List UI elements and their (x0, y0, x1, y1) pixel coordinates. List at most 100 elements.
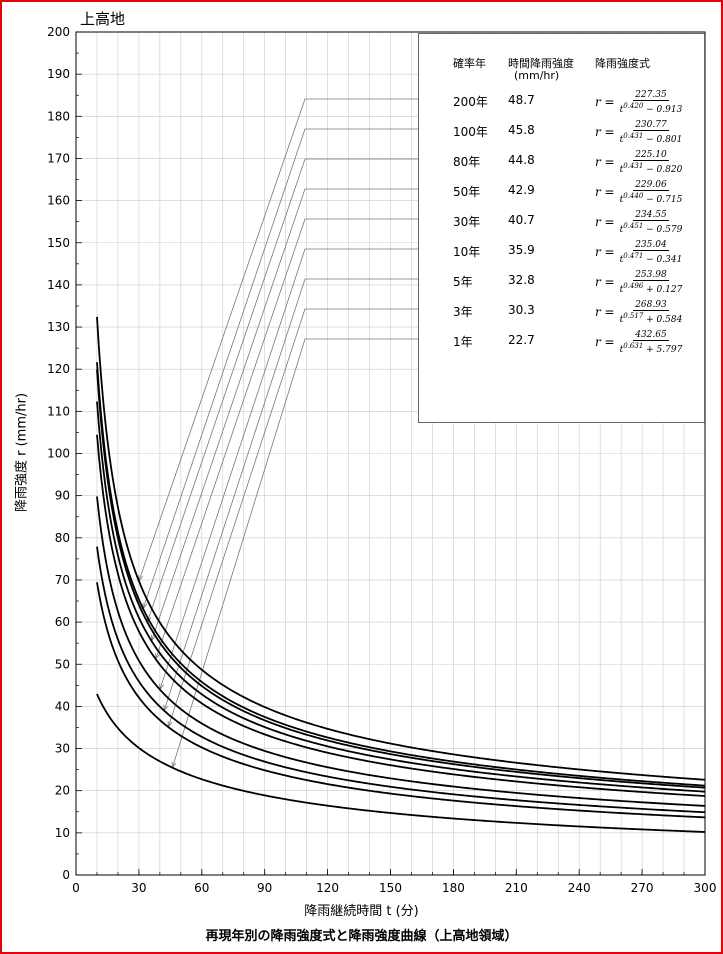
pointer-3年 (167, 308, 448, 728)
legend-table: 確率年 時間降雨強度 (mm/hr) 降雨強度式 200年 48.7 r = 227.… (418, 33, 705, 423)
pointer-80年 (146, 158, 448, 623)
y-tick-label: 140 (47, 278, 70, 292)
legend-formula: r = 229.06 t0.440 − 0.715 (595, 177, 684, 207)
formula-fraction: 268.93 t0.517 + 0.584 (618, 300, 685, 325)
formula-numerator: 227.35 (633, 89, 669, 101)
y-tick-label: 40 (55, 699, 70, 713)
legend-intensity: 42.9 (508, 183, 535, 197)
x-tick-label: 30 (131, 881, 146, 895)
formula-denominator: t0.631 + 5.797 (619, 341, 683, 355)
y-tick-label: 20 (55, 784, 70, 798)
legend-period: 5年 (453, 275, 473, 289)
formula-denominator: t0.431 − 0.820 (619, 161, 683, 175)
legend-period: 80年 (453, 155, 481, 169)
x-tick-label: 270 (631, 881, 654, 895)
y-tick-label: 30 (55, 742, 70, 756)
x-tick-label: 120 (316, 881, 339, 895)
legend-formula: r = 234.55 t0.451 − 0.579 (595, 207, 684, 237)
x-tick-label: 0 (72, 881, 80, 895)
curve-50年 (96, 401, 706, 793)
place-label: 上高地 (80, 10, 126, 28)
formula-denominator: t0.440 − 0.715 (619, 191, 683, 205)
formula-fraction: 235.04 t0.471 − 0.341 (618, 240, 685, 265)
formula-lhs: r = (595, 245, 615, 259)
formula-numerator: 253.98 (633, 269, 669, 281)
curve-80年 (96, 369, 706, 789)
formula-numerator: 235.04 (633, 239, 669, 251)
legend-intensity: 32.8 (508, 273, 535, 287)
formula-fraction: 230.77 t0.431 − 0.801 (618, 120, 685, 145)
formula-fraction: 227.35 t0.420 − 0.913 (618, 90, 685, 115)
legend-period: 50年 (453, 185, 481, 199)
legend-formula: r = 235.04 t0.471 − 0.341 (595, 237, 684, 267)
curve-30年 (96, 434, 706, 797)
formula-denominator: t0.517 + 0.584 (619, 311, 683, 325)
chart-caption: 再現年別の降雨強度式と降雨強度曲線（上高地領域） (205, 929, 518, 944)
y-tick-label: 180 (47, 109, 70, 123)
formula-fraction: 234.55 t0.451 − 0.579 (618, 210, 685, 235)
legend-intensity: 22.7 (508, 333, 535, 347)
plot-area-border (75, 31, 706, 876)
legend-intensity: 48.7 (508, 93, 535, 107)
legend-row: 200年 48.7 r = 227.35 t0.420 − 0.913 (419, 87, 706, 117)
formula-lhs: r = (595, 155, 615, 169)
x-tick-label: 90 (257, 881, 272, 895)
formula-numerator: 230.77 (633, 119, 669, 131)
x-tick-label: 150 (379, 881, 402, 895)
legend-formula: r = 432.65 t0.631 + 5.797 (595, 327, 684, 357)
x-tick-label: 60 (194, 881, 209, 895)
formula-lhs: r = (595, 215, 615, 229)
legend-period: 30年 (453, 215, 481, 229)
legend-formula: r = 225.10 t0.431 − 0.820 (595, 147, 684, 177)
y-tick-label: 120 (47, 362, 70, 376)
formula-fraction: 253.98 t0.496 + 0.127 (618, 270, 685, 295)
pointer-30年 (155, 218, 448, 660)
legend-row: 5年 32.8 r = 253.98 t0.496 + 0.127 (419, 267, 706, 297)
legend-period: 3年 (453, 305, 473, 319)
legend-formula: r = 227.35 t0.420 − 0.913 (595, 87, 684, 117)
pointer-100年 (142, 128, 448, 609)
x-axis-label: 降雨継続時間 t (分) (304, 904, 419, 919)
formula-numerator: 229.06 (633, 179, 669, 191)
formula-numerator: 234.55 (633, 209, 669, 221)
formula-numerator: 225.10 (633, 149, 669, 161)
pointer-50年 (151, 188, 448, 642)
axis-ticks: 0 10 20 30 40 50 60 70 80 90 100 110 120 130 140 150 160… (47, 25, 716, 895)
pointer-1年 (172, 338, 448, 768)
x-tick-label: 180 (442, 881, 465, 895)
y-tick-label: 160 (47, 194, 70, 208)
legend-row: 1年 22.7 r = 432.65 t0.631 + 5.797 (419, 327, 706, 357)
curve-10年 (96, 496, 706, 807)
curve-1年 (96, 693, 706, 833)
y-tick-label: 110 (47, 404, 70, 418)
y-tick-label: 10 (55, 826, 70, 840)
legend-header-formula: 降雨強度式 (595, 57, 650, 70)
y-tick-label: 90 (55, 489, 70, 503)
formula-numerator: 268.93 (633, 299, 669, 311)
formula-lhs: r = (595, 275, 615, 289)
legend-period: 200年 (453, 95, 488, 109)
y-tick-label: 190 (47, 67, 70, 81)
legend-row: 30年 40.7 r = 234.55 t0.451 − 0.579 (419, 207, 706, 237)
legend-period: 10年 (453, 245, 481, 259)
legend-period: 100年 (453, 125, 488, 139)
formula-denominator: t0.471 − 0.341 (619, 251, 683, 265)
pointer-10年 (159, 248, 448, 690)
formula-denominator: t0.496 + 0.127 (619, 281, 683, 295)
curve-200年 (96, 316, 706, 781)
formula-denominator: t0.431 − 0.801 (619, 131, 683, 145)
legend-header-period: 確率年 (453, 57, 486, 70)
y-tick-label: 70 (55, 573, 70, 587)
curve-100年 (96, 362, 706, 787)
legend-period: 1年 (453, 335, 473, 349)
pointer-200年 (138, 98, 448, 582)
formula-lhs: r = (595, 335, 615, 349)
y-tick-label: 0 (62, 868, 70, 882)
formula-denominator: t0.451 − 0.579 (619, 221, 683, 235)
legend-pointer-lines (138, 98, 448, 769)
formula-denominator: t0.420 − 0.913 (619, 101, 683, 115)
y-tick-label: 100 (47, 447, 70, 461)
formula-lhs: r = (595, 185, 615, 199)
